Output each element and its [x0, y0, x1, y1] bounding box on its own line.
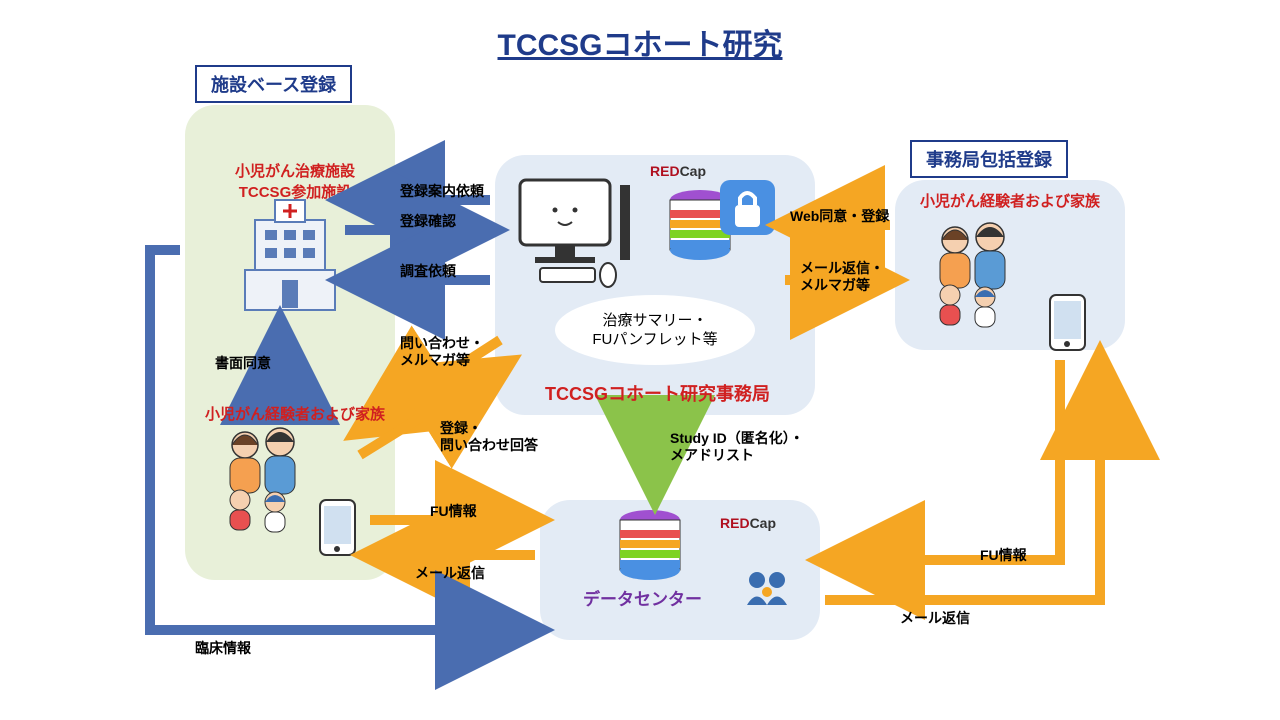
arrow-label-10: Study ID（匿名化）・ メアドリスト	[670, 430, 804, 464]
center-office-title: TCCSGコホート研究事務局	[545, 380, 770, 406]
arrow-label-9: 臨床情報	[195, 640, 251, 657]
people-icon	[747, 572, 787, 605]
phone-right-icon	[1050, 295, 1085, 350]
center-bubble-label: 治療サマリー・ FUパンフレット等	[555, 295, 755, 365]
arrow-label-4: 書面同意	[215, 355, 271, 372]
family-left-red-text: 小児がん経験者および家族	[195, 403, 395, 424]
family-right-icon	[940, 223, 1005, 327]
arrow-label-5: 問い合わせ・ メルマガ等	[400, 335, 484, 369]
arrow-label-13: FU情報	[980, 547, 1027, 564]
family-left-icon	[230, 428, 295, 532]
computer-icon	[520, 180, 630, 287]
arrow-label-14: メール返信	[900, 610, 970, 627]
redcap-label-1: REDCap	[650, 163, 706, 179]
arrow-label-1: 登録案内依頼	[400, 183, 484, 200]
family-right-red-text: 小児がん経験者および家族	[910, 190, 1110, 211]
lock-icon	[720, 180, 775, 235]
database-datacenter-icon	[620, 510, 680, 580]
arrow-label-2: 登録確認	[400, 213, 456, 230]
hospital-icon	[245, 200, 335, 310]
phone-left-icon	[320, 500, 355, 555]
arrow-label-7: FU情報	[430, 503, 477, 520]
redcap-label-2: REDCap	[720, 515, 776, 531]
arrow-label-8: メール返信	[415, 565, 485, 582]
arrow-label-12: メール返信・ メルマガ等	[800, 260, 884, 294]
arrow-label-11: Web同意・登録	[790, 208, 889, 225]
arrow-label-3: 調査依頼	[400, 263, 456, 280]
datacenter-label: データセンター	[583, 585, 702, 610]
arrow-label-6: 登録・ 問い合わせ回答	[440, 420, 538, 454]
